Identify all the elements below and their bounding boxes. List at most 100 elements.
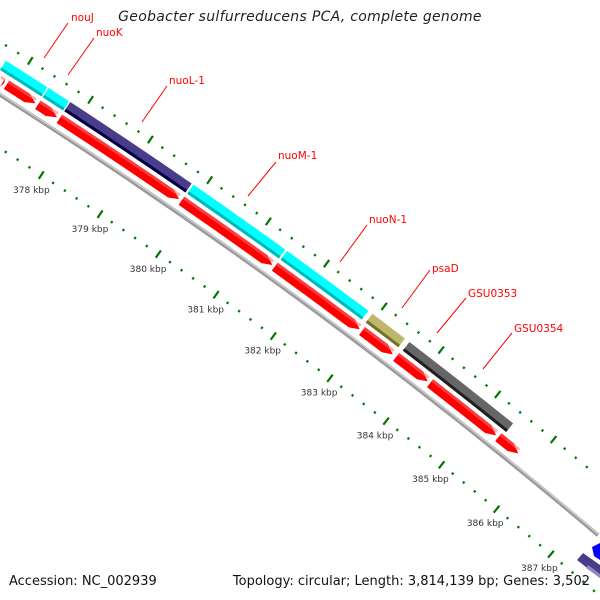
major-tick-outer (494, 390, 502, 399)
reverse-cds-feature[interactable] (3, 80, 36, 104)
minor-tick-outer (160, 146, 164, 150)
minor-tick-outer (255, 211, 259, 215)
minor-tick-inner (581, 580, 585, 584)
minor-tick-outer (124, 121, 129, 126)
gene-feature-nuoM-1[interactable] (187, 184, 286, 259)
feature-highlight (7, 80, 37, 101)
gene-feature-nuoN-1[interactable] (280, 250, 369, 320)
minor-tick-inner (168, 260, 172, 264)
minor-tick-inner (527, 534, 531, 538)
minor-tick-outer (359, 287, 363, 291)
feature-highlight (397, 352, 430, 379)
minor-tick-inner (516, 525, 520, 529)
gene-label[interactable]: psaD (432, 263, 459, 275)
minor-tick-outer (484, 383, 489, 388)
minor-tick-inner (473, 489, 477, 493)
reverse-cds-feature[interactable] (495, 433, 519, 454)
minor-tick-outer (450, 357, 455, 361)
minor-tick-inner (237, 309, 241, 313)
minor-tick-outer (196, 170, 200, 174)
major-tick-inner (382, 416, 390, 426)
feature-shadow (42, 94, 65, 111)
label-leader-line (436, 297, 467, 334)
reverse-cds-feature[interactable] (393, 352, 428, 382)
reverse-cds-feature[interactable] (359, 327, 393, 355)
scale-label: 382 kbp (244, 347, 281, 357)
reverse-cds-feature[interactable] (426, 379, 497, 436)
major-tick-outer (264, 217, 272, 226)
reverse-cds-feature[interactable] (178, 196, 273, 265)
label-leader-line (43, 22, 69, 59)
minor-tick-outer (473, 374, 477, 379)
gene-feature-nuoK[interactable] (42, 88, 70, 111)
blue-gene-feature[interactable] (592, 543, 600, 560)
minor-tick-inner (560, 561, 564, 566)
feature-shadow (280, 257, 364, 320)
major-tick-inner (37, 170, 45, 180)
minor-tick-inner (86, 204, 90, 208)
gene-feature-GSU0353[interactable] (402, 341, 514, 432)
gene-label[interactable]: GSU0353 (468, 288, 517, 300)
minor-tick-outer (585, 465, 589, 469)
major-tick-inner (269, 331, 277, 341)
accession-text: Accession: NC_002939 (9, 574, 157, 589)
feature-shadow (365, 320, 401, 348)
feature-highlight (431, 379, 499, 433)
minor-tick-inner (145, 244, 149, 248)
feature-shadow (187, 191, 281, 259)
minor-tick-outer (278, 228, 282, 232)
gene-label[interactable]: nuoM-1 (278, 150, 317, 162)
minor-tick-outer (428, 339, 432, 343)
minor-tick-outer (52, 74, 57, 78)
minor-tick-inner (339, 385, 343, 389)
minor-tick-inner (260, 326, 264, 330)
minor-tick-outer (243, 203, 247, 207)
gene-label[interactable]: nuoN-1 (369, 214, 407, 226)
scale-label: 380 kbp (130, 265, 167, 275)
gene-label[interactable]: nouJ (71, 12, 94, 24)
scale-label: 378 kbp (13, 186, 50, 196)
reverse-cds-feature[interactable] (56, 114, 180, 200)
slate-gene-shade (586, 565, 600, 578)
major-tick-inner (492, 505, 501, 514)
minor-tick-outer (574, 456, 578, 460)
minor-tick-inner (428, 454, 433, 458)
gene-feature-nuoL-1[interactable] (64, 102, 192, 193)
minor-tick-outer (371, 296, 375, 300)
genome-backbone (0, 92, 600, 537)
minor-tick-inner (362, 402, 366, 406)
minor-tick-outer (529, 419, 533, 424)
minor-tick-outer (64, 82, 69, 86)
minor-tick-inner (350, 393, 355, 397)
scale-label: 383 kbp (301, 389, 338, 399)
gene-label[interactable]: GSU0354 (514, 323, 564, 335)
minor-tick-inner (592, 589, 596, 593)
gene-label[interactable]: nuoK (96, 27, 124, 39)
gene-feature-psaD[interactable] (365, 313, 405, 348)
label-leader-line (401, 269, 431, 309)
minor-tick-outer (231, 194, 235, 199)
minor-tick-outer (16, 51, 20, 55)
minor-tick-inner (16, 158, 20, 162)
feature-highlight (275, 262, 362, 327)
major-tick-outer (549, 435, 558, 444)
minor-tick-inner (27, 165, 32, 169)
minor-tick-inner (226, 301, 230, 305)
reverse-cds-feature[interactable] (271, 262, 360, 330)
major-tick-inner (96, 209, 104, 219)
feature-highlight (182, 196, 275, 263)
gene-label[interactable]: nuoL-1 (169, 75, 205, 87)
gene-feature-nouJ[interactable] (0, 60, 48, 97)
scale-label: 386 kbp (467, 519, 504, 529)
minor-tick-inner (294, 351, 298, 355)
scale-label: 384 kbp (357, 431, 394, 441)
map-title: Geobacter sulfurreducens PCA, complete g… (118, 9, 482, 25)
minor-tick-outer (40, 66, 44, 71)
reverse-cds-feature[interactable] (35, 100, 57, 118)
feature-shadow (64, 108, 188, 193)
minor-tick-outer (219, 186, 224, 190)
label-leader-line (247, 161, 277, 197)
minor-tick-inner (451, 472, 455, 476)
minor-tick-outer (394, 313, 398, 317)
feature-highlight (38, 100, 59, 115)
